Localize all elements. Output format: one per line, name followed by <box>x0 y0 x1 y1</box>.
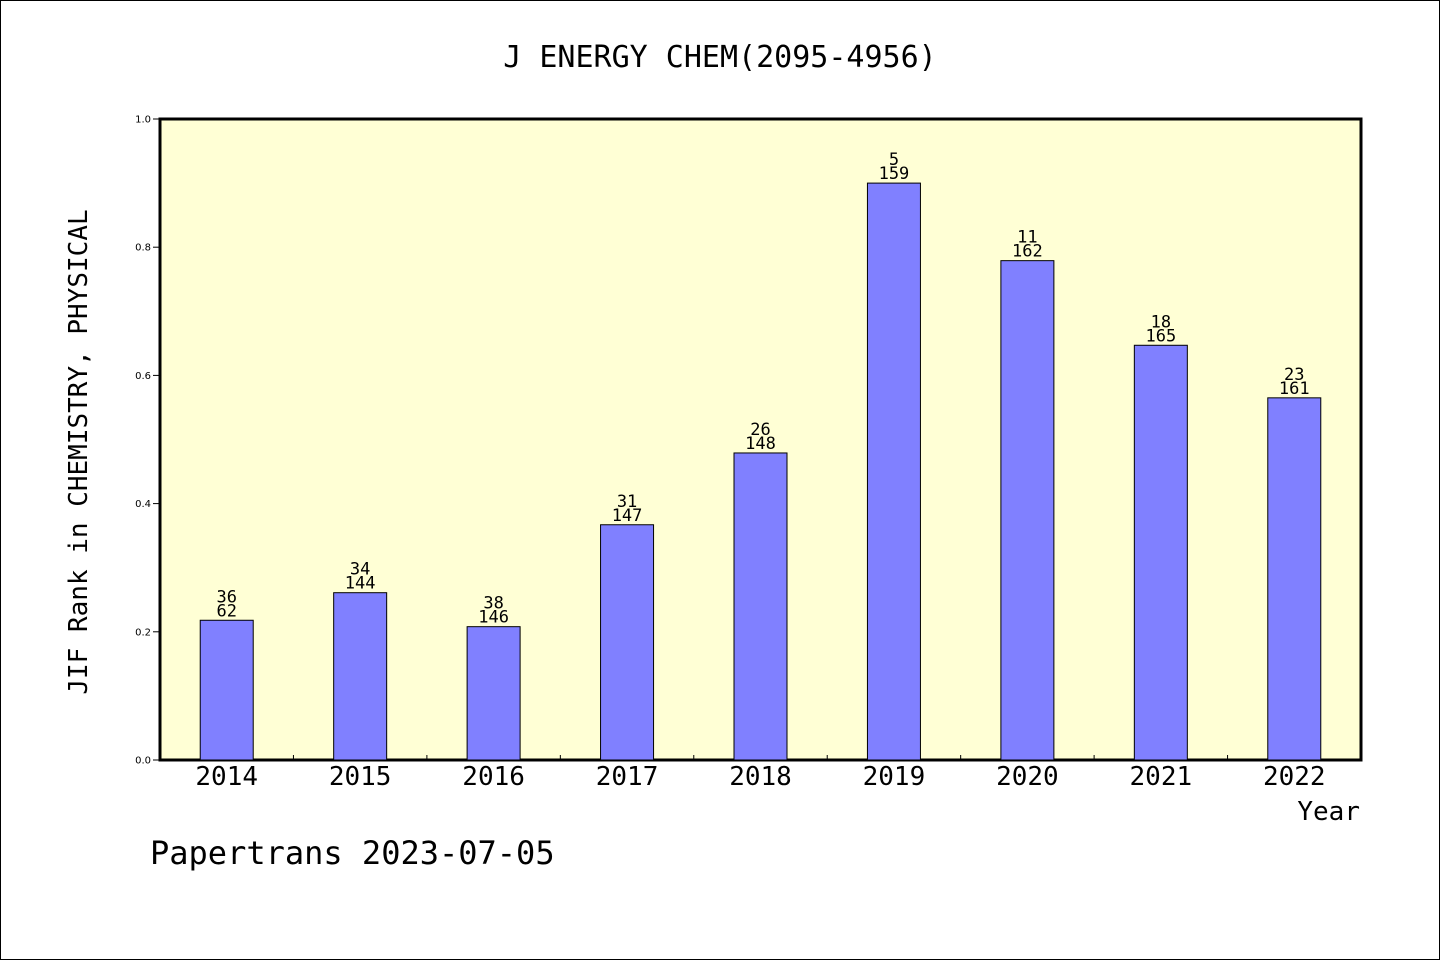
bar-label-bottom: 146 <box>478 608 509 628</box>
bar <box>1267 397 1322 761</box>
bar-label-bottom: 62 <box>216 601 236 621</box>
y-tick-label: 0.2 <box>135 627 151 638</box>
bar-label-top: 11 <box>1017 228 1037 248</box>
x-tick-label: 2018 <box>729 762 792 792</box>
x-tick-label: 2020 <box>996 762 1059 792</box>
y-tick-label: 0.4 <box>135 499 151 510</box>
x-axis-label: Year <box>1297 797 1360 827</box>
y-tick-label: 0.8 <box>135 243 151 254</box>
bar <box>866 182 921 761</box>
x-tick-label: 2017 <box>596 762 659 792</box>
x-axis: 2014 2015 2016 2017 2018 2019 2020 2021 2022 <box>195 755 1326 792</box>
bar-label-bottom: 159 <box>879 164 910 184</box>
bar <box>466 626 521 761</box>
chart-title: J ENERGY CHEM(2095-4956) <box>503 40 936 75</box>
y-tick-label: 0.0 <box>135 756 151 767</box>
x-tick-label: 2014 <box>195 762 258 792</box>
bar-label-bottom: 165 <box>1145 326 1176 346</box>
x-tick-label: 2016 <box>462 762 525 792</box>
y-axis: 0.0 0.2 0.4 0.6 0.8 1.0 <box>135 115 160 767</box>
y-tick-label: 1.0 <box>135 115 151 126</box>
x-tick-label: 2019 <box>863 762 926 792</box>
bar-label-top: 26 <box>750 420 770 440</box>
bar-label-top: 34 <box>350 560 370 580</box>
bar-label-top: 23 <box>1284 365 1304 385</box>
bar-label-top: 36 <box>216 587 236 607</box>
x-tick-label: 2022 <box>1263 762 1326 792</box>
bar <box>1000 260 1055 761</box>
bar <box>733 452 788 761</box>
footer-text: Papertrans 2023-07-05 <box>150 834 555 872</box>
bar-label-top: 18 <box>1151 312 1171 332</box>
bar-label-top: 31 <box>617 492 637 512</box>
bar-label-top: 5 <box>889 150 899 170</box>
bar-label-bottom: 148 <box>745 434 776 454</box>
x-tick-label: 2021 <box>1130 762 1193 792</box>
x-tick-label: 2015 <box>329 762 392 792</box>
bars <box>199 182 1322 761</box>
y-axis-label: JIF Rank in CHEMISTRY, PHYSICAL <box>64 209 94 694</box>
bar <box>199 619 254 761</box>
bar-label-top: 38 <box>483 594 503 614</box>
bar-label-bottom: 162 <box>1012 242 1043 262</box>
bar-label-bottom: 161 <box>1279 379 1310 399</box>
bar <box>600 524 655 761</box>
bar-label-bottom: 147 <box>612 506 643 526</box>
bar-label-bottom: 144 <box>345 574 376 594</box>
bar <box>1133 344 1188 761</box>
bar <box>333 592 388 761</box>
y-tick-label: 0.6 <box>135 371 151 382</box>
